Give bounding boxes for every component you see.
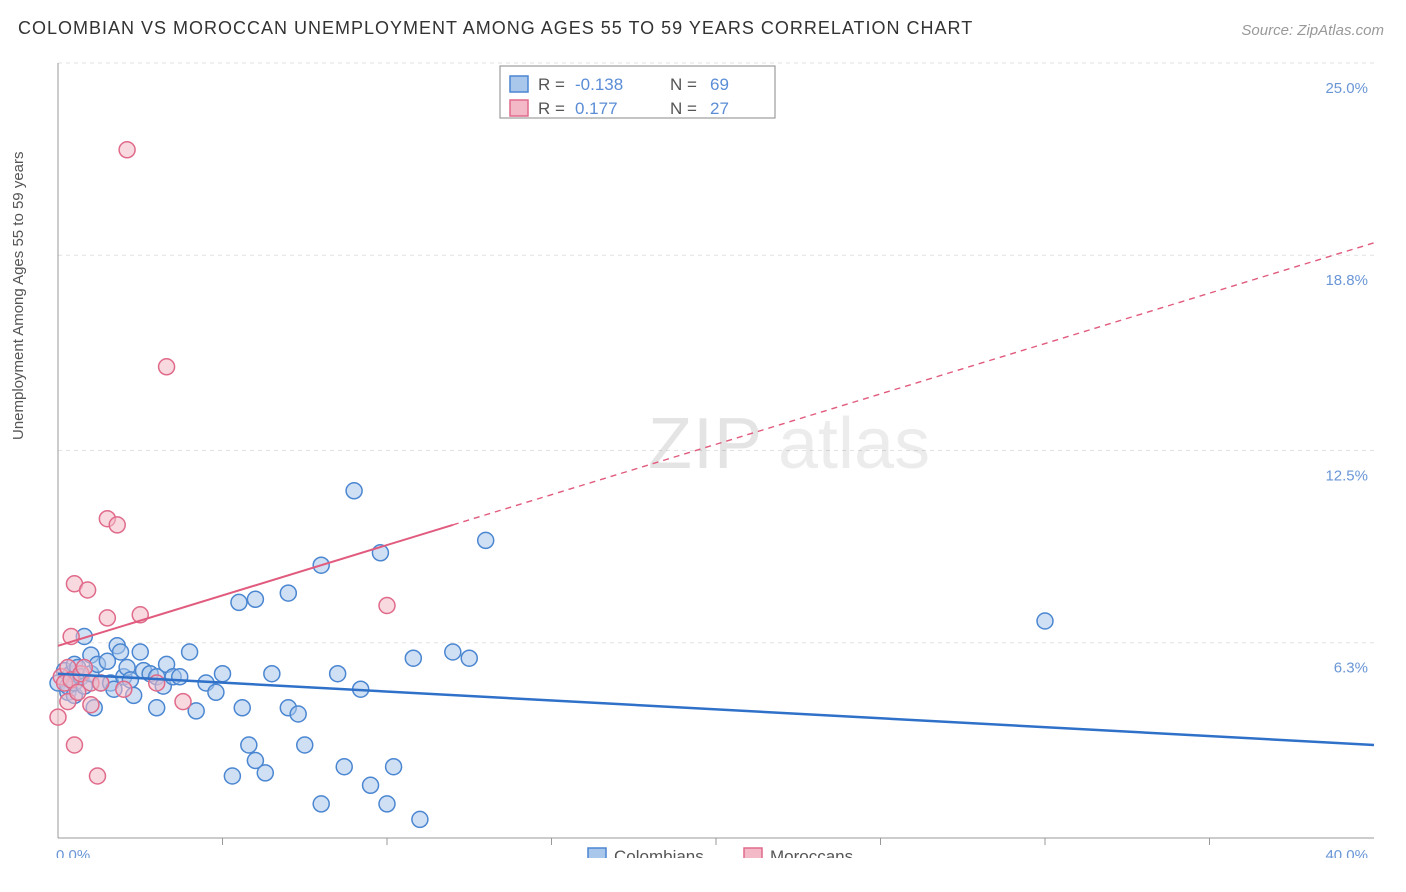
chart-svg: 6.3% 12.5% 18.8% 25.0% ZIPatlas R = -0.138 N = 6… xyxy=(48,58,1388,858)
legend-series-label: Moroccans xyxy=(770,847,853,858)
data-point xyxy=(149,675,165,691)
y-tick-label: 18.8% xyxy=(1325,272,1368,289)
data-point xyxy=(264,666,280,682)
data-point xyxy=(208,684,224,700)
data-point xyxy=(182,644,198,660)
data-point xyxy=(175,694,191,710)
data-point xyxy=(76,660,92,676)
y-tick-label: 12.5% xyxy=(1325,468,1368,485)
data-point xyxy=(386,759,402,775)
data-point xyxy=(99,610,115,626)
data-point xyxy=(412,811,428,827)
data-point xyxy=(336,759,352,775)
legend-swatch xyxy=(744,848,762,858)
data-point xyxy=(1037,613,1053,629)
data-point xyxy=(257,765,273,781)
source-value: ZipAtlas.com xyxy=(1297,22,1384,39)
watermark-bold: ZIP xyxy=(648,404,763,484)
legend-swatch xyxy=(510,76,528,92)
x-max-label: 40.0% xyxy=(1325,847,1368,858)
legend-swatch xyxy=(510,100,528,116)
scatter-chart: 6.3% 12.5% 18.8% 25.0% ZIPatlas R = -0.138 N = 6… xyxy=(48,58,1388,858)
data-point xyxy=(149,700,165,716)
data-point xyxy=(132,644,148,660)
data-point xyxy=(379,796,395,812)
data-point xyxy=(89,768,105,784)
data-point xyxy=(231,594,247,610)
data-point xyxy=(363,777,379,793)
source-attribution: Source: ZipAtlas.com xyxy=(1241,22,1384,39)
data-point xyxy=(83,697,99,713)
legend-n-value: 27 xyxy=(710,99,729,118)
trend-line xyxy=(58,525,453,646)
data-point xyxy=(66,737,82,753)
data-point xyxy=(280,585,296,601)
data-point xyxy=(116,681,132,697)
data-point xyxy=(313,796,329,812)
data-point xyxy=(109,517,125,533)
legend-swatch xyxy=(588,848,606,858)
data-point xyxy=(405,650,421,666)
data-point xyxy=(172,669,188,685)
legend-series-label: Colombians xyxy=(614,847,704,858)
legend-r-label: R = xyxy=(538,75,565,94)
source-label: Source: xyxy=(1241,22,1297,39)
legend-r-label: R = xyxy=(538,99,565,118)
data-point xyxy=(119,142,135,158)
x-origin-label: 0.0% xyxy=(56,847,90,858)
data-point xyxy=(234,700,250,716)
data-point xyxy=(445,644,461,660)
data-point xyxy=(215,666,231,682)
data-point xyxy=(50,709,66,725)
trend-line xyxy=(58,674,1374,745)
data-point xyxy=(80,582,96,598)
legend-r-value: 0.177 xyxy=(575,99,618,118)
y-axis-label: Unemployment Among Ages 55 to 59 years xyxy=(10,151,27,440)
legend-n-label: N = xyxy=(670,99,697,118)
data-point xyxy=(478,532,494,548)
data-point xyxy=(290,706,306,722)
data-point xyxy=(113,644,129,660)
watermark-light: atlas xyxy=(778,404,930,484)
y-tick-label: 6.3% xyxy=(1334,660,1368,677)
data-point xyxy=(330,666,346,682)
data-point xyxy=(297,737,313,753)
data-point xyxy=(379,598,395,614)
legend-n-label: N = xyxy=(670,75,697,94)
data-point xyxy=(241,737,257,753)
data-point xyxy=(461,650,477,666)
data-point xyxy=(247,591,263,607)
data-point xyxy=(224,768,240,784)
y-tick-label: 25.0% xyxy=(1325,80,1368,97)
data-point xyxy=(159,359,175,375)
legend-n-value: 69 xyxy=(710,75,729,94)
data-point xyxy=(346,483,362,499)
legend-r-value: -0.138 xyxy=(575,75,623,94)
chart-title: COLOMBIAN VS MOROCCAN UNEMPLOYMENT AMONG… xyxy=(18,18,973,39)
